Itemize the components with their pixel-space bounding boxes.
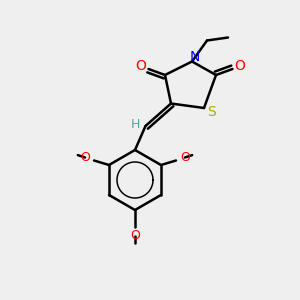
Text: O: O [235,59,245,73]
Text: S: S [207,106,216,119]
Text: O: O [136,59,146,73]
Text: O: O [130,229,140,242]
Text: O: O [180,151,190,164]
Text: H: H [130,118,140,131]
Text: O: O [80,151,90,164]
Text: N: N [190,50,200,64]
